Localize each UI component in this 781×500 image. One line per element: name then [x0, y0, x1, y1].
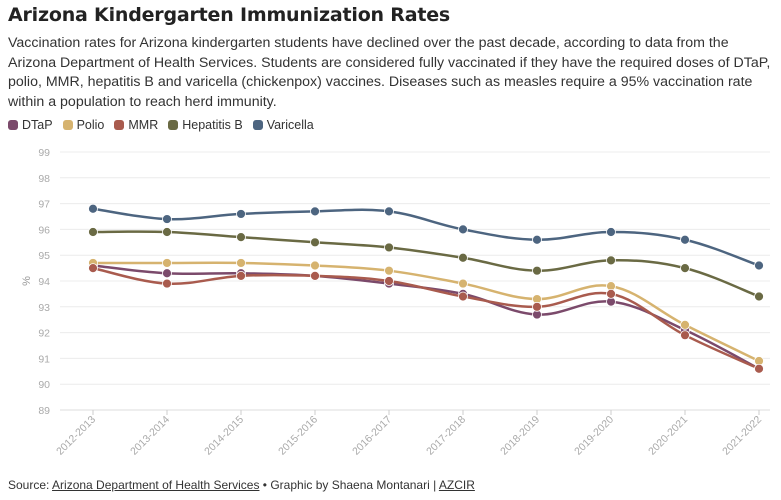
data-point	[532, 265, 542, 276]
data-point	[606, 288, 616, 299]
y-tick-label: 91	[38, 353, 50, 365]
data-point	[532, 301, 542, 312]
data-point	[236, 232, 246, 243]
y-tick-label: 96	[38, 224, 50, 236]
data-point	[162, 227, 172, 237]
source-prefix: Source:	[8, 478, 53, 492]
data-point	[384, 265, 394, 276]
data-point	[458, 224, 468, 235]
legend: DTaP Polio MMR Hepatitis B Varicella	[8, 116, 314, 134]
legend-item[interactable]: DTaP	[8, 118, 53, 132]
data-point	[458, 278, 468, 289]
data-point	[162, 268, 172, 279]
legend-swatch	[114, 120, 125, 130]
data-point	[384, 206, 394, 217]
legend-item[interactable]: Polio	[62, 118, 105, 132]
data-point	[88, 263, 98, 274]
y-axis-label: %	[21, 276, 33, 286]
data-point	[458, 291, 468, 302]
y-tick-label: 98	[38, 173, 50, 185]
data-point	[754, 291, 764, 302]
x-tick-label: 2019-2020	[572, 414, 616, 458]
data-point	[310, 237, 320, 248]
data-point	[532, 234, 542, 245]
y-tick-label: 95	[38, 250, 50, 262]
legend-label: Varicella	[266, 118, 314, 132]
data-point	[680, 330, 690, 341]
legend-swatch	[252, 120, 263, 130]
series-line	[92, 261, 760, 363]
legend-swatch	[8, 120, 18, 130]
x-tick-label: 2021-2022	[720, 414, 764, 458]
legend-item[interactable]: MMR	[114, 118, 158, 132]
data-point	[310, 206, 320, 217]
data-point	[88, 227, 98, 237]
data-point	[162, 214, 172, 224]
data-point	[606, 255, 616, 266]
legend-label: DTaP	[22, 118, 53, 132]
series-line	[92, 207, 760, 267]
y-tick-label: 89	[38, 405, 50, 417]
legend-item[interactable]: Hepatitis B	[168, 118, 243, 132]
legend-swatch	[62, 120, 73, 130]
data-point	[310, 260, 320, 271]
source-credit: Source: Arizona Department of Health Ser…	[8, 478, 475, 492]
data-point	[88, 203, 98, 214]
data-point	[680, 319, 690, 330]
legend-item[interactable]: Varicella	[252, 118, 314, 132]
chart-subtitle: Vaccination rates for Arizona kindergart…	[8, 35, 771, 110]
data-point	[384, 276, 394, 286]
x-tick-label: 2020-2021	[646, 414, 690, 458]
data-point	[236, 270, 246, 281]
y-tick-label: 93	[38, 302, 50, 314]
data-point	[680, 234, 690, 245]
x-tick-label: 2014-2015	[202, 414, 246, 458]
x-tick-label: 2013-2014	[128, 414, 172, 458]
y-tick-label: 92	[38, 328, 50, 340]
y-tick-label: 99	[38, 147, 50, 159]
x-tick-label: 2017-2018	[424, 414, 468, 458]
y-tick-label: 94	[38, 276, 50, 288]
data-point	[606, 227, 616, 237]
data-point	[162, 278, 172, 289]
x-tick-label: 2018-2019	[498, 414, 542, 458]
legend-label: Hepatitis B	[182, 118, 243, 132]
line-chart: 89 90 91 92 93 94 95 96 97 98 99% 2012-2013 2013-201…	[21, 147, 770, 458]
data-point	[754, 363, 764, 374]
legend-label: Polio	[76, 118, 105, 132]
legend-swatch	[168, 120, 179, 130]
source-link[interactable]: Arizona Department of Health Services	[52, 478, 260, 492]
data-point	[236, 258, 246, 268]
series-line	[92, 266, 760, 370]
series-line	[92, 230, 760, 298]
data-point	[754, 260, 764, 271]
y-tick-label: 90	[38, 379, 50, 391]
data-point	[162, 258, 172, 268]
x-tick-label: 2016-2017	[350, 414, 394, 458]
chart-title: Arizona Kindergarten Immunization Rates	[8, 4, 451, 26]
data-point	[680, 263, 690, 274]
y-tick-label: 97	[38, 199, 50, 211]
source-middle: • Graphic by Shaena Montanari |	[259, 478, 439, 492]
legend-label: MMR	[128, 118, 159, 132]
data-point	[458, 252, 468, 263]
azcir-link[interactable]: AZCIR	[438, 478, 475, 492]
x-tick-label: 2012-2013	[54, 414, 98, 458]
x-tick-label: 2015-2016	[276, 414, 320, 458]
data-point	[384, 242, 394, 253]
data-point	[310, 270, 320, 281]
data-point	[236, 209, 246, 219]
